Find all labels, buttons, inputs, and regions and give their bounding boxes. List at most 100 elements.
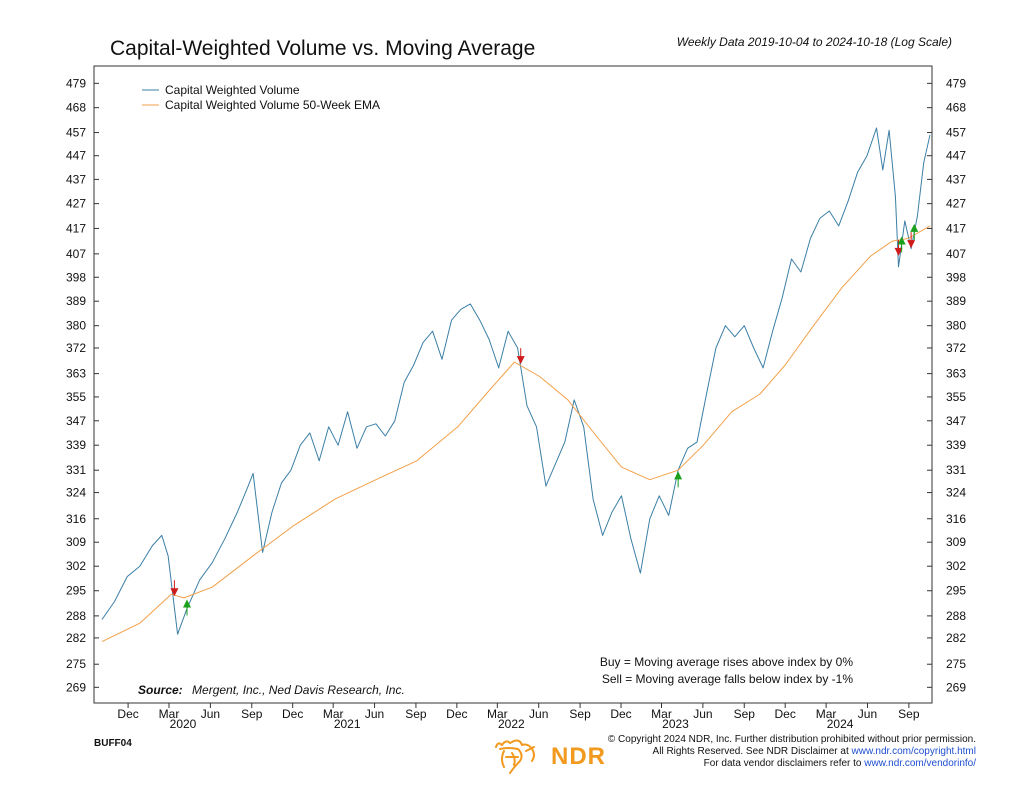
y-tick-label-right: 437 (946, 172, 966, 186)
y-tick-label-left: 417 (66, 221, 86, 235)
y-tick-label-left: 479 (66, 76, 86, 90)
x-tick-label: Mar (159, 707, 180, 721)
y-tick-label-left: 398 (66, 270, 86, 284)
legend: Capital Weighted Volume Capital Weighted… (142, 83, 380, 112)
legend-label-volume: Capital Weighted Volume (165, 83, 300, 97)
x-tick-label: Jun (693, 707, 712, 721)
y-tick-label-right: 339 (946, 438, 966, 452)
x-tick-label: Sep (569, 707, 591, 721)
copyright-line-3: For data vendor disclaimers refer to www… (608, 758, 976, 770)
ndr-logo-text: NDR (551, 743, 606, 770)
y-tick-label-right: 309 (946, 535, 966, 549)
copyright-link[interactable]: www.ndr.com/copyright.html (851, 746, 977, 757)
y-tick-label-right: 380 (946, 319, 966, 333)
y-tick-label-left: 468 (66, 101, 86, 115)
y-tick-label-left: 324 (66, 486, 86, 500)
copyright-line-1: © Copyright 2024 NDR, Inc. Further distr… (607, 734, 976, 745)
y-tick-label-left: 447 (66, 149, 86, 163)
source-label: Source: (138, 683, 183, 697)
y-tick-label-right: 372 (946, 341, 966, 355)
x-tick-label: Mar (816, 707, 837, 721)
sell-arrow-icon (894, 247, 903, 256)
x-tick-label: Jun (529, 707, 548, 721)
ndr-bull-logo-icon (495, 739, 535, 774)
chart-subtitle: Weekly Data 2019-10-04 to 2024-10-18 (Lo… (677, 35, 952, 49)
y-tick-label-left: 316 (66, 512, 86, 526)
x-tick-label: Mar (651, 707, 672, 721)
y-tick-label-left: 427 (66, 197, 86, 211)
sell-arrow-icon (907, 240, 916, 249)
y-tick-label-left: 407 (66, 247, 86, 261)
y-axes: 269 269 275 275 282 282 288 288 295 295 302 302 309 3… (66, 76, 966, 694)
y-tick-label-left: 331 (66, 463, 86, 477)
x-tick-label: Jun (201, 707, 220, 721)
x-year-label: 2023 (662, 717, 689, 731)
y-tick-label-right: 324 (946, 486, 966, 500)
x-tick-label: Sep (734, 707, 756, 721)
x-tick-label: Sep (241, 707, 263, 721)
y-tick-label-right: 457 (946, 126, 966, 140)
y-tick-label-left: 457 (66, 126, 86, 140)
x-tick-label: Dec (446, 707, 467, 721)
y-tick-label-right: 295 (946, 584, 966, 598)
x-year-label: 2024 (827, 717, 854, 731)
y-tick-label-left: 355 (66, 390, 86, 404)
y-tick-label-left: 437 (66, 172, 86, 186)
x-tick-label: Sep (898, 707, 920, 721)
y-tick-label-right: 479 (946, 76, 966, 90)
volume-series-line (101, 127, 931, 635)
chart-title: Capital-Weighted Volume vs. Moving Avera… (110, 37, 535, 60)
y-tick-label-left: 389 (66, 294, 86, 308)
y-tick-label-left: 295 (66, 584, 86, 598)
legend-label-ema: Capital Weighted Volume 50-Week EMA (165, 98, 380, 112)
copyright-block: © Copyright 2024 NDR, Inc. Further distr… (608, 734, 976, 770)
y-tick-label-left: 309 (66, 535, 86, 549)
series-layer (101, 127, 931, 643)
x-tick-label: Dec (282, 707, 303, 721)
signal-layer (170, 223, 919, 616)
x-year-label: 2020 (170, 717, 197, 731)
buy-arrow-icon (183, 599, 192, 608)
y-tick-label-left: 288 (66, 609, 86, 623)
y-tick-label-left: 372 (66, 341, 86, 355)
y-tick-label-left: 275 (66, 657, 86, 671)
sell-rule-note: Sell = Moving average falls below index … (602, 672, 853, 686)
x-year-label: 2021 (334, 717, 361, 731)
x-tick-label: Jun (858, 707, 877, 721)
plot-frame (93, 65, 933, 704)
source-note: Source: Mergent, Inc., Ned Davis Researc… (138, 683, 405, 697)
y-tick-label-right: 407 (946, 247, 966, 261)
y-tick-label-left: 347 (66, 414, 86, 428)
y-tick-label-right: 316 (946, 512, 966, 526)
x-tick-label: Mar (487, 707, 508, 721)
vendor-info-link[interactable]: www.ndr.com/vendorinfo/ (864, 758, 976, 769)
copyright-line-2: All Rights Reserved. See NDR Disclaimer … (608, 746, 976, 758)
y-tick-label-right: 275 (946, 657, 966, 671)
ema-series-line (101, 225, 931, 643)
x-tick-label: Dec (117, 707, 138, 721)
x-tick-label: Dec (775, 707, 796, 721)
buy-arrow-icon (910, 223, 919, 232)
x-year-label: 2022 (498, 717, 525, 731)
x-tick-label: Dec (610, 707, 631, 721)
sell-arrow-icon (516, 356, 525, 365)
y-tick-label-right: 347 (946, 414, 966, 428)
y-tick-label-left: 363 (66, 367, 86, 381)
y-tick-label-right: 468 (946, 101, 966, 115)
sell-arrow-icon (170, 588, 179, 597)
copyright-line-2-text: All Rights Reserved. See NDR Disclaimer … (652, 746, 852, 757)
y-tick-label-left: 269 (66, 680, 86, 694)
y-tick-label-right: 302 (946, 559, 966, 573)
y-tick-label-right: 363 (946, 367, 966, 381)
buy-arrow-icon (897, 236, 906, 245)
y-tick-label-left: 380 (66, 319, 86, 333)
y-tick-label-right: 355 (946, 390, 966, 404)
source-text: Mergent, Inc., Ned Davis Research, Inc. (192, 683, 405, 697)
y-tick-label-right: 282 (946, 631, 966, 645)
x-axis: Dec Mar Jun Sep Dec Mar Jun Sep Dec Mar Jun Sep Dec M… (117, 703, 920, 731)
copyright-line-3-text: For data vendor disclaimers refer to (703, 758, 865, 769)
x-tick-label: Sep (405, 707, 427, 721)
y-tick-label-left: 302 (66, 559, 86, 573)
y-tick-label-right: 269 (946, 680, 966, 694)
